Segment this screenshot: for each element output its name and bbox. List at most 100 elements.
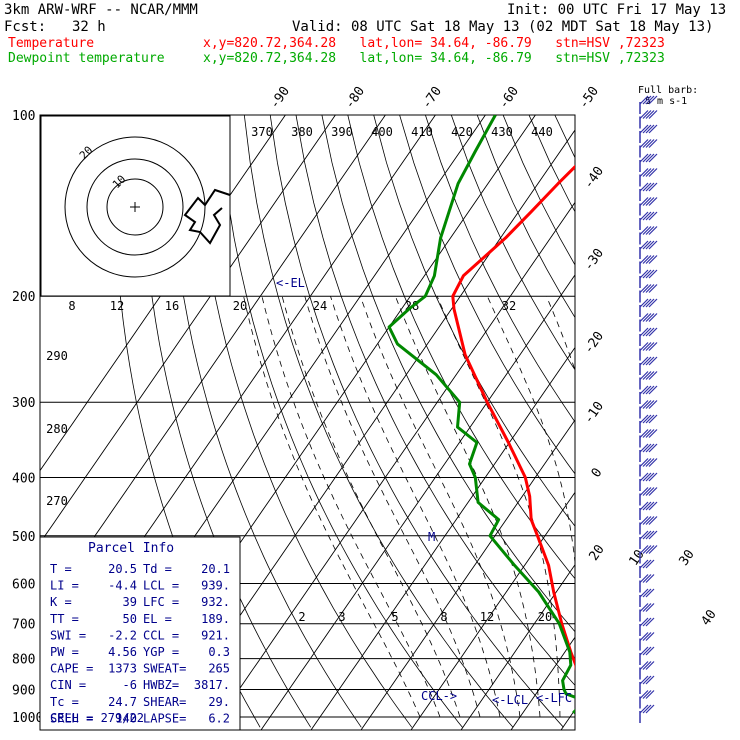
wind-barb-feather xyxy=(639,95,649,105)
wind-barb-feather xyxy=(648,269,658,279)
wind-barb-feather xyxy=(648,501,658,511)
mixing-ratio-label: 2 xyxy=(298,610,305,624)
parcel-info-value: 265 xyxy=(208,662,230,676)
wind-barb-feather xyxy=(642,704,652,714)
wind-barb-feather xyxy=(648,371,658,380)
wind-barb-feather xyxy=(642,182,652,192)
dry-adiabat-line xyxy=(710,115,740,727)
wind-barb-feather xyxy=(642,487,652,496)
isotherm-line xyxy=(510,636,575,730)
wind-barb-feather xyxy=(639,400,649,409)
wind-barb-feather xyxy=(648,168,658,177)
isotherm-label: -10 xyxy=(581,399,607,427)
isotherm-label: 10 xyxy=(626,547,647,568)
parcel-info-key: PW = xyxy=(50,645,79,659)
mixing-ratio-label: 3 xyxy=(338,610,345,624)
wind-barb xyxy=(639,356,658,375)
adiabat-label: 290 xyxy=(46,349,68,363)
wind-barb-feather xyxy=(639,661,649,670)
wind-barb-feather xyxy=(648,356,658,366)
wind-barb-feather xyxy=(639,385,649,395)
hodograph-ring xyxy=(106,178,164,236)
temperature-location: x,y=820.72,364.28 lat,lon= 34.64, -86.79… xyxy=(203,36,665,51)
isotherm-label: -80 xyxy=(342,84,368,112)
wind-barb xyxy=(639,240,658,259)
wind-barb-feather xyxy=(645,443,655,453)
parcel-info-value: 6.2 xyxy=(208,711,230,725)
wind-barb-feather xyxy=(639,240,649,250)
parcel-info-box xyxy=(39,536,241,731)
dewpoint-profile xyxy=(387,115,575,714)
parcel-info-value: 29. xyxy=(208,695,230,709)
mixing-ratio-label: 12 xyxy=(480,610,494,624)
parcel-info-key: SWI = xyxy=(50,628,86,642)
wind-barb-feather xyxy=(648,124,658,134)
wind-barb-feather xyxy=(648,139,658,148)
wind-barb xyxy=(639,690,655,709)
wind-barb xyxy=(639,139,658,158)
wind-barb-feather xyxy=(645,675,655,685)
wind-barb-feather xyxy=(642,139,652,148)
pressure-label: 300 xyxy=(12,396,35,411)
wind-barb-feather xyxy=(639,675,649,685)
wind-barb-feather xyxy=(642,617,652,627)
dry-adiabat-line xyxy=(295,115,575,686)
wind-barb-feather xyxy=(642,342,652,351)
wind-barb xyxy=(639,168,658,187)
level-marker: <-EL xyxy=(276,276,305,290)
wind-barb-feather xyxy=(642,95,652,105)
wind-barb xyxy=(639,487,658,506)
parcel-info-key: TT = xyxy=(50,612,79,626)
parcel-info-cell: CELL = 279/22 xyxy=(50,711,144,725)
dry-adiabat-line xyxy=(192,115,413,728)
dry-adiabat-line xyxy=(321,115,575,633)
wind-barb-feather xyxy=(639,284,649,293)
wind-barb-feather xyxy=(639,545,649,554)
wind-barb-feather xyxy=(645,356,655,366)
wind-barb-feather xyxy=(639,646,649,656)
wind-barb-feather xyxy=(639,327,649,337)
pressure-label: 200 xyxy=(12,290,35,305)
wind-barb-feather xyxy=(642,153,652,163)
mixing-ratio-label: 5 xyxy=(391,610,398,624)
isotherm-label: -90 xyxy=(267,84,293,112)
wind-barb-feather xyxy=(645,95,655,105)
adiabat-label: 280 xyxy=(46,422,68,436)
theta-label: 430 xyxy=(491,125,513,139)
wind-barb-feather xyxy=(648,545,658,554)
hodograph-speed-tick: 16 xyxy=(165,299,179,313)
parcel-info-value: 140 xyxy=(115,711,137,725)
parcel-info-value: 50 xyxy=(123,612,137,626)
wind-barb-feather xyxy=(645,632,655,641)
parcel-info-key: SWEAT= xyxy=(143,662,186,676)
wind-barb-feather xyxy=(639,153,649,163)
pressure-label: 700 xyxy=(12,618,35,633)
hodograph-speed-tick: 32 xyxy=(502,299,516,313)
isotherm-label: 0 xyxy=(589,465,606,480)
wind-barb-feather xyxy=(642,313,652,322)
wind-barb-feather xyxy=(648,255,658,264)
wind-barb-feather xyxy=(639,632,649,641)
wind-barb-feather xyxy=(639,211,649,221)
wind-barb-feather xyxy=(648,313,658,322)
pressure-label: 1000 xyxy=(12,711,43,726)
wind-barb xyxy=(639,255,658,274)
level-marker: M xyxy=(428,530,435,544)
isotherm-label: -30 xyxy=(581,246,607,274)
wind-barb-legend-value: 5 m s-1 xyxy=(645,96,687,107)
wind-barb xyxy=(639,400,658,419)
wind-barb-feather xyxy=(645,313,655,322)
dry-adiabat-line xyxy=(347,115,575,580)
wind-barb-feather xyxy=(639,487,649,496)
isotherm-label: -50 xyxy=(576,84,602,112)
wind-barb-feather xyxy=(639,342,649,351)
wind-barb-feather xyxy=(645,139,655,148)
temperature-legend: Temperature xyxy=(8,36,95,51)
wind-barb-feather xyxy=(645,516,655,525)
wind-barb-feather xyxy=(642,226,652,235)
wind-barb-feather xyxy=(642,197,652,206)
wind-barb-feather xyxy=(645,327,655,337)
wind-barb xyxy=(639,197,658,216)
model-title: 3km ARW-WRF -- NCAR/MMM xyxy=(4,2,198,18)
wind-barb xyxy=(639,458,658,477)
